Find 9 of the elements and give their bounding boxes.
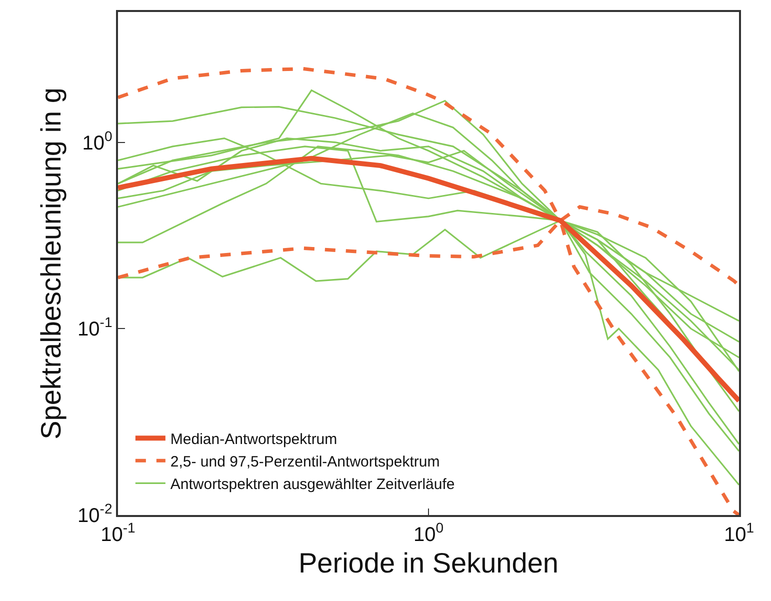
- x-tick-label: 10$^{1}$: [724, 519, 754, 546]
- x-axis-title: Periode in Sekunden: [298, 547, 558, 578]
- x-tick-label: 10$^{0}$: [413, 519, 444, 546]
- legend-label: 2,5- und 97,5-Perzentil-Antwortspektrum: [170, 454, 440, 471]
- y-tick-label: 10$^{-1}$: [78, 314, 112, 341]
- y-tick-label: 10$^{0}$: [82, 128, 112, 154]
- legend-label: Antwortspektren ausgewählter Zeitverläufe: [170, 476, 455, 494]
- y-axis-title: Spektralbeschleunigung in g: [36, 88, 67, 440]
- legend-label: Median-Antwortspektrum: [170, 431, 338, 448]
